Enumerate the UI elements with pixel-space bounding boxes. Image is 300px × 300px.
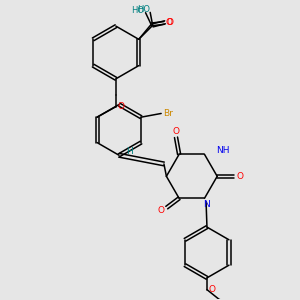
Text: H: H xyxy=(126,147,133,156)
Text: O: O xyxy=(117,102,124,111)
Text: NH: NH xyxy=(216,146,230,155)
Text: O: O xyxy=(167,18,173,27)
Text: O: O xyxy=(208,285,215,294)
Text: HO: HO xyxy=(132,6,145,15)
Text: O: O xyxy=(172,127,179,136)
Text: O: O xyxy=(158,206,165,214)
Text: N: N xyxy=(203,200,209,209)
Text: O: O xyxy=(236,172,243,181)
Text: Br: Br xyxy=(163,109,173,118)
Text: O: O xyxy=(166,18,172,27)
Text: HO: HO xyxy=(137,5,150,14)
